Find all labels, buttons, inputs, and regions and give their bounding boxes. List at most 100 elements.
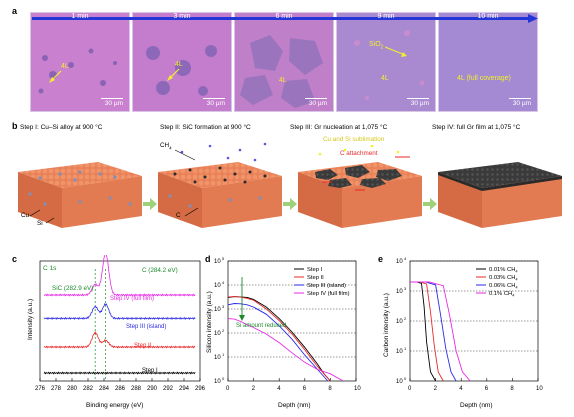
- x-tick-label: 8: [328, 386, 332, 392]
- y-tick-exponent: 3: [404, 286, 407, 291]
- y-tick-exponent: 4: [222, 280, 225, 285]
- panel-e-letter: e: [378, 254, 384, 264]
- x-tick-label: 4: [459, 386, 463, 392]
- label-arrows: [29, 149, 199, 224]
- y-tick-exponent: 2: [222, 328, 225, 333]
- xps-ticks: 276 278 280 282 284 286 288 290 292 294 296: [35, 378, 206, 392]
- red-attachment-arrows: [322, 156, 410, 191]
- layer-label-1min: 4L: [61, 63, 69, 70]
- x-tick-label: 10: [536, 386, 543, 392]
- silicon-ylabel: Silicon intensity (a.u.): [206, 291, 213, 353]
- xps-series-line: [43, 255, 196, 297]
- panel-b-schematic: [18, 142, 562, 228]
- timeline-arrow: [32, 17, 528, 20]
- scale-bar-10min: 30 µm: [509, 97, 531, 107]
- scale-bar-1min: 30 µm: [101, 97, 123, 107]
- process-arrow-2: [283, 198, 297, 210]
- depth-profile-line: [410, 281, 444, 382]
- panel-b-letter: b: [12, 121, 18, 131]
- depth-profile-line: [227, 296, 331, 382]
- legend-label: 0.01% CH4: [489, 267, 518, 274]
- xps-series-line: [43, 371, 196, 375]
- y-tick-exponent: 1: [222, 352, 225, 357]
- xps-xtick-label: 278: [51, 386, 62, 392]
- optical-image-6min: 4L 30 µm: [234, 12, 334, 112]
- cu-label: Cu: [21, 212, 30, 219]
- step-3-title: Step III: Gr nucleation at 1,075 °C: [290, 124, 388, 131]
- x-tick-label: 0: [408, 386, 412, 392]
- xps-series-label-2: Step II: [134, 343, 152, 349]
- xps-xtick-label: 280: [67, 386, 78, 392]
- y-tick-label: 10: [214, 355, 221, 361]
- sublimation-label: Cu and Si sublimation: [323, 136, 385, 143]
- ch4-label: CH4: [160, 142, 172, 151]
- silicon-legend: Step I Step II Step III (island) Step IV (f…: [294, 267, 350, 297]
- y-tick-label: 10: [396, 379, 403, 385]
- xps-xtick-label: 294: [179, 386, 190, 392]
- xps-series-label-3: Step III (island): [126, 324, 166, 330]
- process-arrow-1: [143, 198, 157, 210]
- y-tick-exponent: 1: [404, 346, 407, 351]
- c-label: C: [176, 212, 181, 219]
- xps-axes: [39, 260, 201, 382]
- xps-xtick-label: 284: [99, 386, 110, 392]
- x-tick-label: 2: [252, 386, 256, 392]
- si-reduced-annotation: Si amount reduced: [236, 323, 286, 329]
- depth-profile-line: [410, 281, 436, 382]
- yellow-arrow-3min: [167, 68, 180, 81]
- carbon-xlabel: Depth (nm): [460, 402, 493, 409]
- xps-xtick-label: 296: [195, 386, 206, 392]
- x-tick-label: 8: [510, 386, 514, 392]
- optical-image-1min: 4L 30 µm: [30, 12, 130, 112]
- legend-label: Step I: [307, 267, 323, 273]
- carbon-depth-chart: Carbon intensity (a.u.) Depth (nm) 10010…: [383, 256, 543, 409]
- y-tick-label: 10: [396, 349, 403, 355]
- silicon-xlabel: Depth (nm): [278, 402, 311, 409]
- si-reduced-arrow-head: [239, 315, 245, 321]
- scale-bar-9min: 30 µm: [407, 97, 429, 107]
- xps-sic-label: SiC (282.9 eV): [52, 285, 93, 292]
- xps-xtick-label: 290: [147, 386, 158, 392]
- block-step1: [18, 162, 142, 228]
- x-tick-label: 0: [226, 386, 230, 392]
- y-tick-exponent: 3: [222, 304, 225, 309]
- silicon-depth-chart: Silicon intensity (a.u.) Depth (nm) 1001…: [206, 256, 361, 409]
- carbon-ylabel: Carbon intensity (a.u.): [383, 293, 390, 357]
- xps-xtick-label: 276: [35, 386, 46, 392]
- panel-d-letter: d: [205, 254, 211, 264]
- y-tick-label: 10: [214, 379, 221, 385]
- time-label-10min: 10 min: [477, 13, 499, 20]
- x-tick-label: 4: [277, 386, 281, 392]
- yellow-arrow-1min: [49, 70, 62, 83]
- optical-image-10min: 4L (full coverage) 30 µm: [438, 12, 538, 112]
- legend-label: Step II: [307, 275, 324, 281]
- legend-label: 0.03% CH4: [489, 275, 518, 282]
- legend-label: 0.06% CH4: [489, 283, 518, 290]
- xps-c1s-label: C 1s: [43, 265, 57, 272]
- xps-series-label-4: Step IV (full film): [110, 296, 154, 302]
- graphene-coverage-9min: [354, 30, 425, 100]
- scale-bar-6min: 30 µm: [305, 97, 327, 107]
- y-tick-exponent: 2: [404, 316, 407, 321]
- x-tick-label: 10: [354, 386, 361, 392]
- y-tick-label: 10: [214, 331, 221, 337]
- time-label-6min: 6 min: [275, 13, 293, 20]
- panel-c-letter: c: [12, 254, 18, 264]
- xps-xlabel: Binding energy (eV): [86, 402, 143, 409]
- optical-image-9min: SiO2 4L 30 µm: [336, 12, 436, 112]
- si-label: Si: [37, 220, 43, 227]
- time-label-3min: 3 min: [173, 13, 191, 20]
- carbon-grid: [410, 260, 538, 352]
- timeline-arrow-head: [528, 14, 538, 23]
- process-arrow-3: [423, 198, 437, 210]
- xps-xtick-label: 292: [163, 386, 174, 392]
- panel-a-tiles: 4L 30 µm 4L 30 µm 4L 30 µm: [30, 12, 540, 112]
- depth-profile-line: [410, 281, 471, 382]
- xps-lines: [43, 255, 196, 381]
- graphene-islands-6min: [240, 35, 323, 108]
- depth-profile-line: [227, 303, 329, 382]
- step-2-title: Step II: SiC formation at 900 °C: [160, 124, 251, 131]
- y-tick-exponent: 5: [222, 256, 225, 261]
- y-tick-exponent: 0: [404, 376, 407, 381]
- xps-series-line: [43, 331, 196, 349]
